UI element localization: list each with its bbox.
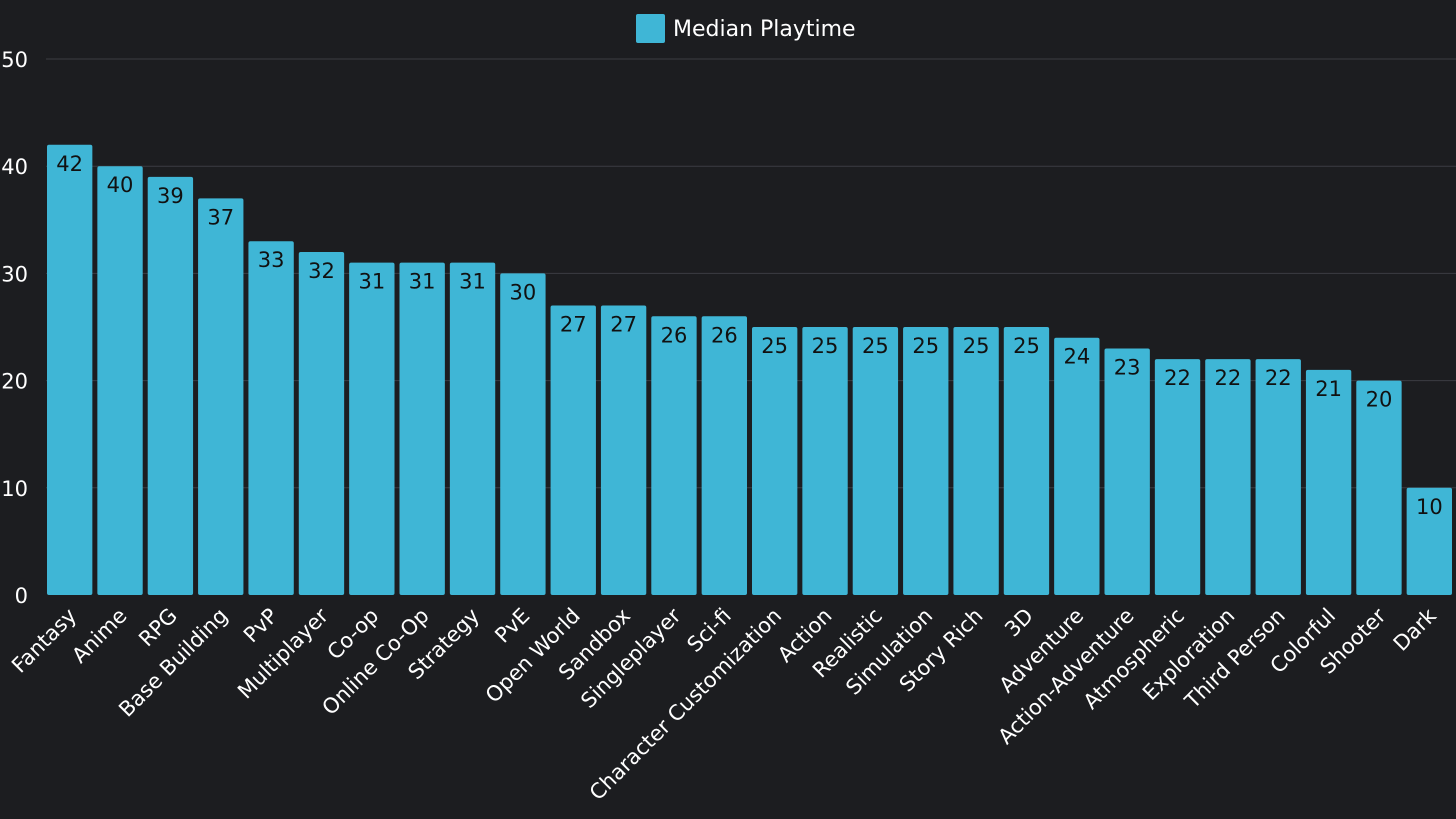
y-tick-label: 50	[1, 48, 28, 72]
bar[interactable]	[903, 327, 949, 595]
bar[interactable]	[1154, 359, 1201, 595]
bar-value-label: 21	[1315, 377, 1342, 401]
bar-value-label: 31	[409, 270, 436, 294]
legend-swatch	[636, 14, 665, 43]
x-tick-label: PvP	[239, 604, 283, 648]
bar-value-label: 25	[862, 334, 889, 358]
bar-value-label: 30	[510, 280, 537, 304]
bar-value-label: 26	[661, 323, 688, 347]
bar-value-label: 25	[1013, 334, 1040, 358]
bar[interactable]	[651, 316, 697, 595]
bar[interactable]	[752, 327, 798, 595]
bar[interactable]	[600, 305, 647, 595]
bar[interactable]	[1305, 369, 1352, 595]
bar-value-label: 23	[1114, 355, 1141, 379]
bar[interactable]	[852, 327, 899, 595]
bar-value-label: 27	[560, 313, 587, 337]
y-tick-label: 0	[15, 584, 28, 608]
bar[interactable]	[147, 176, 194, 596]
bar[interactable]	[298, 251, 345, 595]
bar-value-label: 42	[56, 152, 83, 176]
bar-value-label: 22	[1215, 366, 1242, 390]
bar-value-label: 31	[459, 270, 486, 294]
bar[interactable]	[550, 305, 596, 595]
bar-value-label: 25	[963, 334, 990, 358]
bar[interactable]	[1104, 348, 1150, 595]
bar-value-label: 24	[1063, 345, 1090, 369]
bar-value-label: 33	[258, 248, 285, 272]
x-tick-label: Fantasy	[7, 604, 81, 678]
legend[interactable]: Median Playtime	[636, 14, 856, 43]
bar[interactable]	[198, 198, 244, 596]
bar-value-label: 25	[912, 334, 939, 358]
x-tick-label: Dark	[1389, 603, 1442, 656]
bar[interactable]	[1054, 337, 1100, 595]
bar-value-label: 25	[761, 334, 788, 358]
y-axis: 0 10 20 30 40 50	[1, 48, 28, 608]
bar[interactable]	[701, 316, 747, 595]
bar[interactable]	[1406, 487, 1452, 595]
y-tick-label: 30	[1, 262, 28, 286]
bar[interactable]	[1003, 327, 1050, 595]
y-tick-label: 10	[1, 477, 28, 501]
bar-value-label: 25	[812, 334, 839, 358]
bar-value-label: 32	[308, 259, 335, 283]
bar[interactable]	[248, 241, 294, 596]
bar-value-label: 10	[1416, 495, 1443, 519]
bar[interactable]	[1205, 359, 1251, 595]
bar[interactable]	[97, 166, 143, 595]
bar-value-label: 26	[711, 323, 738, 347]
bar[interactable]	[47, 144, 93, 595]
bar[interactable]	[1255, 359, 1301, 595]
bar-value-label: 40	[107, 173, 134, 197]
legend-label: Median Playtime	[673, 17, 856, 42]
bar[interactable]	[349, 262, 395, 595]
x-tick-label: Multiplayer	[233, 603, 333, 703]
bar-value-label: 22	[1164, 366, 1191, 390]
bar-value-label: 27	[610, 313, 637, 337]
bar[interactable]	[399, 262, 445, 595]
bars: 42 40 39 37 33 32 31 31 31 30 27 27 26 26 25 25 25 25 25 25…	[47, 144, 1452, 596]
bar-value-label: 37	[207, 205, 234, 229]
bar[interactable]	[500, 273, 546, 595]
bar-value-label: 22	[1265, 366, 1292, 390]
bar-value-label: 39	[157, 184, 184, 208]
bar[interactable]	[953, 327, 999, 595]
x-tick-label: PvE	[490, 604, 534, 648]
y-tick-label: 40	[1, 155, 28, 179]
bar-value-label: 31	[358, 270, 385, 294]
x-tick-label: Anime	[67, 604, 131, 668]
bar-value-label: 20	[1366, 388, 1393, 412]
bar[interactable]	[1356, 380, 1402, 595]
x-tick-label: 3D	[1000, 604, 1038, 642]
y-tick-label: 20	[1, 370, 28, 394]
bar[interactable]	[802, 327, 848, 595]
bar[interactable]	[449, 262, 496, 595]
